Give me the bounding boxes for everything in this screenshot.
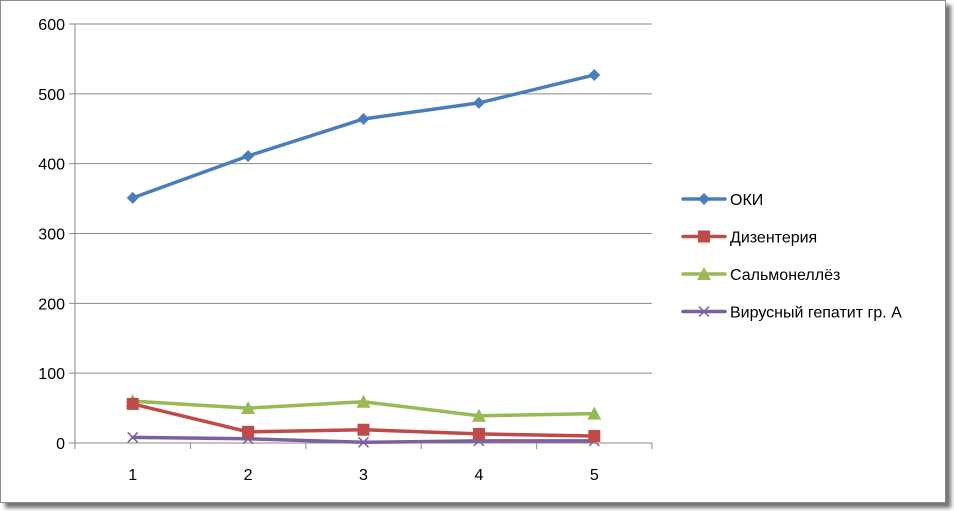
data-point [472,96,485,109]
data-point [356,394,371,408]
data-point [242,425,255,438]
y-tick-label: 200 [38,296,65,313]
legend-label: Вирусный гепатит гр. А [730,305,902,322]
data-point [127,431,139,443]
data-point [357,112,370,125]
legend-marker [698,193,710,205]
data-point [588,430,601,443]
x-tick-label: 3 [359,467,368,484]
y-tick-label: 300 [38,227,65,244]
x-tick-label: 2 [244,467,253,484]
x-tick-label: 4 [474,467,483,484]
legend-marker [698,230,710,243]
y-tick-label: 100 [38,366,65,383]
data-point [587,406,602,420]
data-point [472,427,485,440]
y-tick-label: 500 [38,87,65,104]
y-tick-label: 400 [38,157,65,174]
data-point [242,149,255,162]
data-point [588,68,601,81]
data-point [126,397,139,410]
data-point [357,436,370,448]
legend-label: Дизентерия [730,230,817,247]
y-tick-label: 600 [38,17,65,34]
legend-marker [698,305,710,318]
x-tick-label: 1 [128,467,137,484]
legend-label: Сальмонеллёз [730,267,840,284]
legend-marker [697,267,711,280]
data-point [471,408,486,422]
data-point [357,423,370,436]
legend-label: ОКИ [730,192,763,209]
data-point [241,401,256,415]
chart-frame [0,0,946,503]
x-tick-label: 5 [590,467,599,484]
data-point [126,191,139,204]
y-tick-label: 0 [56,436,65,453]
